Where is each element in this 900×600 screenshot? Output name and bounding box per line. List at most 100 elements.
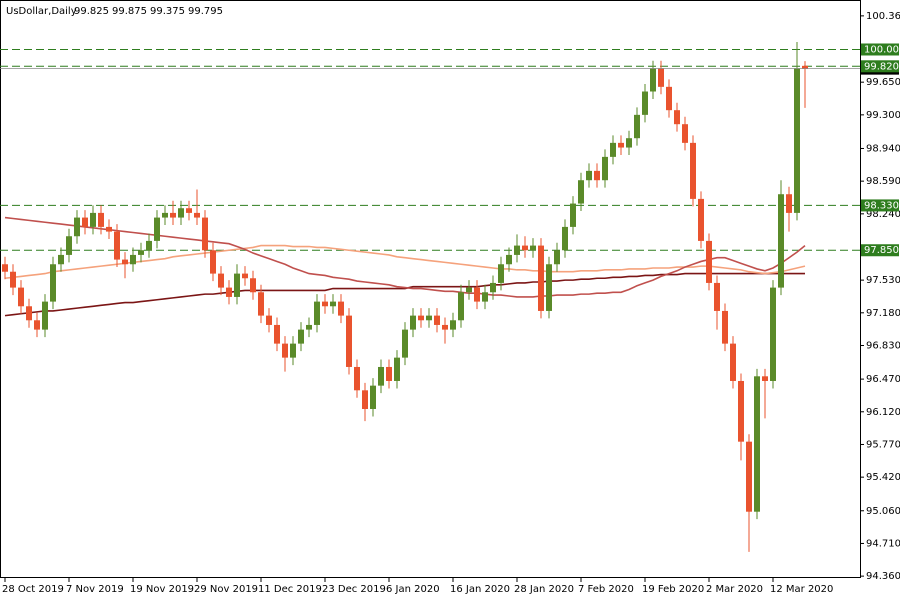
candle-body: [290, 343, 296, 358]
candle-body: [594, 170, 600, 181]
candle-body: [706, 240, 712, 283]
candle-body: [82, 217, 88, 227]
candle-body: [242, 273, 248, 279]
y-tick-label: 96.120: [866, 407, 900, 418]
candle-body: [394, 357, 400, 381]
candle-body: [554, 250, 560, 265]
candle-body: [282, 343, 288, 358]
candle-body: [714, 282, 720, 311]
candle-body: [210, 250, 216, 274]
x-tick-label: 23 Dec 2019: [322, 584, 386, 595]
candle-body: [794, 68, 800, 213]
level-label-bg: [861, 199, 899, 212]
y-tick-label: 97.180: [866, 308, 900, 319]
candle-body: [690, 142, 696, 199]
candle-body: [762, 376, 768, 381]
header-high: 99.875: [112, 6, 147, 17]
header-close: 99.795: [188, 6, 223, 17]
y-tick-label: 96.470: [866, 374, 900, 385]
candle-body: [146, 240, 152, 251]
candle-body: [306, 324, 312, 330]
header-open: 99.825: [74, 6, 109, 17]
x-tick-label: 2 Mar 2020: [706, 584, 763, 595]
candle-body: [426, 315, 432, 321]
candle-body: [490, 282, 496, 293]
x-tick-label: 11 Dec 2019: [258, 584, 322, 595]
candle-body: [650, 68, 656, 92]
x-tick-label: 7 Nov 2019: [66, 584, 124, 595]
candle-body: [362, 390, 368, 409]
candle-body: [434, 315, 440, 325]
candle-body: [514, 245, 520, 255]
candle-body: [506, 254, 512, 265]
candle-body: [258, 292, 264, 316]
candle-body: [250, 278, 256, 293]
candle-body: [138, 250, 144, 255]
candle-body: [322, 301, 328, 307]
candle-body: [586, 170, 592, 181]
candle-body: [626, 138, 632, 148]
candle-body: [106, 226, 112, 232]
candle-body: [666, 86, 672, 111]
candle-body: [58, 254, 64, 265]
candle-body: [722, 310, 728, 344]
candle-body: [746, 441, 752, 512]
candle-body: [218, 273, 224, 288]
candle-body: [730, 343, 736, 381]
candle-body: [274, 324, 280, 344]
candle-body: [402, 329, 408, 358]
candle-body: [458, 292, 464, 321]
candle-body: [298, 329, 304, 344]
y-tick-label: 100.360: [866, 11, 900, 22]
candle-body: [642, 91, 648, 115]
candle-body: [634, 114, 640, 139]
x-tick-label: 19 Nov 2019: [130, 584, 194, 595]
candle-body: [658, 68, 664, 87]
candle-body: [202, 217, 208, 251]
candle-body: [386, 366, 392, 381]
candle-body: [674, 110, 680, 125]
candle-body: [578, 180, 584, 204]
candle-body: [18, 287, 24, 307]
level-label: 100.000: [864, 44, 900, 55]
candle-body: [266, 315, 272, 325]
candle-body: [450, 320, 456, 330]
y-tick-label: 98.590: [866, 176, 900, 187]
header-low: 99.375: [150, 6, 185, 17]
level-label-bg: [861, 60, 899, 73]
candle-body: [754, 376, 760, 512]
candle-body: [546, 264, 552, 311]
candle-body: [738, 380, 744, 442]
candle-body: [130, 254, 136, 265]
candle-body: [346, 315, 352, 367]
candle-body: [114, 231, 120, 260]
candle-body: [562, 226, 568, 251]
y-tick-label: 94.360: [866, 571, 900, 582]
candle-body: [42, 301, 48, 330]
moving-average: [4, 272, 805, 317]
y-tick-label: 96.830: [866, 340, 900, 351]
candle-body: [330, 301, 336, 307]
candle-body: [10, 271, 16, 288]
candle-body: [778, 194, 784, 288]
moving-average: [4, 216, 806, 298]
x-tick-label: 12 Mar 2020: [770, 584, 833, 595]
y-tick-label: 98.940: [866, 143, 900, 154]
candle-body: [2, 264, 8, 272]
candle-body: [802, 65, 808, 69]
candle-body: [682, 124, 688, 143]
y-tick-label: 95.770: [866, 439, 900, 450]
level-label-bg: [861, 244, 899, 257]
candle-body: [698, 198, 704, 241]
candle-body: [50, 264, 56, 302]
candle-body: [618, 142, 624, 148]
candle-body: [178, 208, 184, 218]
x-tick-label: 6 Jan 2020: [386, 584, 440, 595]
candle-body: [170, 212, 176, 218]
y-tick-label: 99.650: [866, 77, 900, 88]
candle-body: [786, 194, 792, 213]
candle-body: [162, 212, 168, 218]
x-tick-label: 19 Feb 2020: [642, 584, 704, 595]
level-label-bg: [861, 43, 899, 56]
